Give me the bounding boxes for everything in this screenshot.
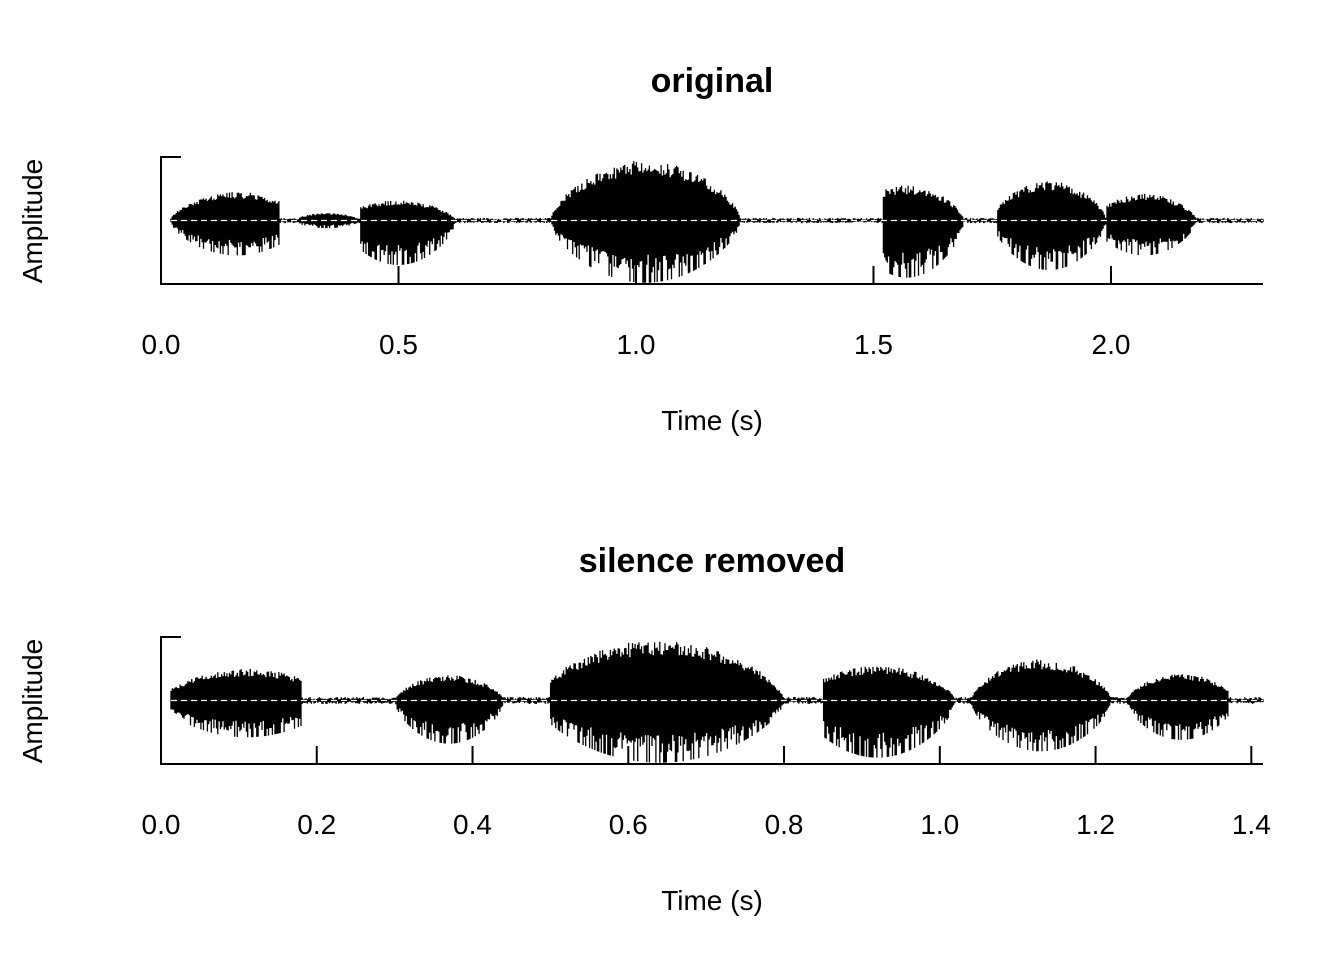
axis-frame: [160, 156, 1263, 285]
x-axis-label: Time (s): [661, 405, 763, 436]
x-tick-label: 1.4: [1232, 809, 1271, 840]
plot-area-original: [160, 156, 1264, 285]
x-tick-label: 0.8: [765, 809, 804, 840]
x-ticks-original: 0.0 0.5 1.0 1.5 2.0: [142, 266, 1131, 360]
axis-frame: [160, 636, 1263, 765]
x-tick-label: 0.2: [297, 809, 336, 840]
x-tick-label: 0.6: [609, 809, 648, 840]
x-tick-label: 1.0: [920, 809, 959, 840]
x-tick-label: 0.0: [142, 809, 181, 840]
waveform-series: [170, 161, 1264, 283]
chart-title: original: [651, 62, 774, 100]
x-tick-label: 1.2: [1076, 809, 1115, 840]
x-tick-label: 1.5: [854, 329, 893, 360]
x-tick-label: 1.0: [617, 329, 656, 360]
x-ticks-silence-removed: 0.0 0.2 0.4 0.6 0.8 1.0 1.2 1.4: [142, 746, 1271, 840]
x-tick-label: 0.4: [453, 809, 492, 840]
x-axis-label: Time (s): [661, 885, 763, 916]
waveform-series: [170, 641, 1264, 763]
y-axis-label: Amplitude: [17, 639, 48, 764]
y-axis-label: Amplitude: [17, 159, 48, 284]
x-tick-label: 0.0: [142, 329, 181, 360]
x-tick-label: 2.0: [1092, 329, 1131, 360]
chart-title: silence removed: [579, 542, 845, 580]
x-tick-label: 0.5: [379, 329, 418, 360]
plot-area-silence-removed: [160, 636, 1264, 765]
panel-original: original Amplitude Time (s) 0.0 0.5 1.0 1.5…: [17, 62, 1264, 436]
panel-silence-removed: silence removed Amplitude Time (s) 0.0 0.…: [17, 542, 1271, 916]
